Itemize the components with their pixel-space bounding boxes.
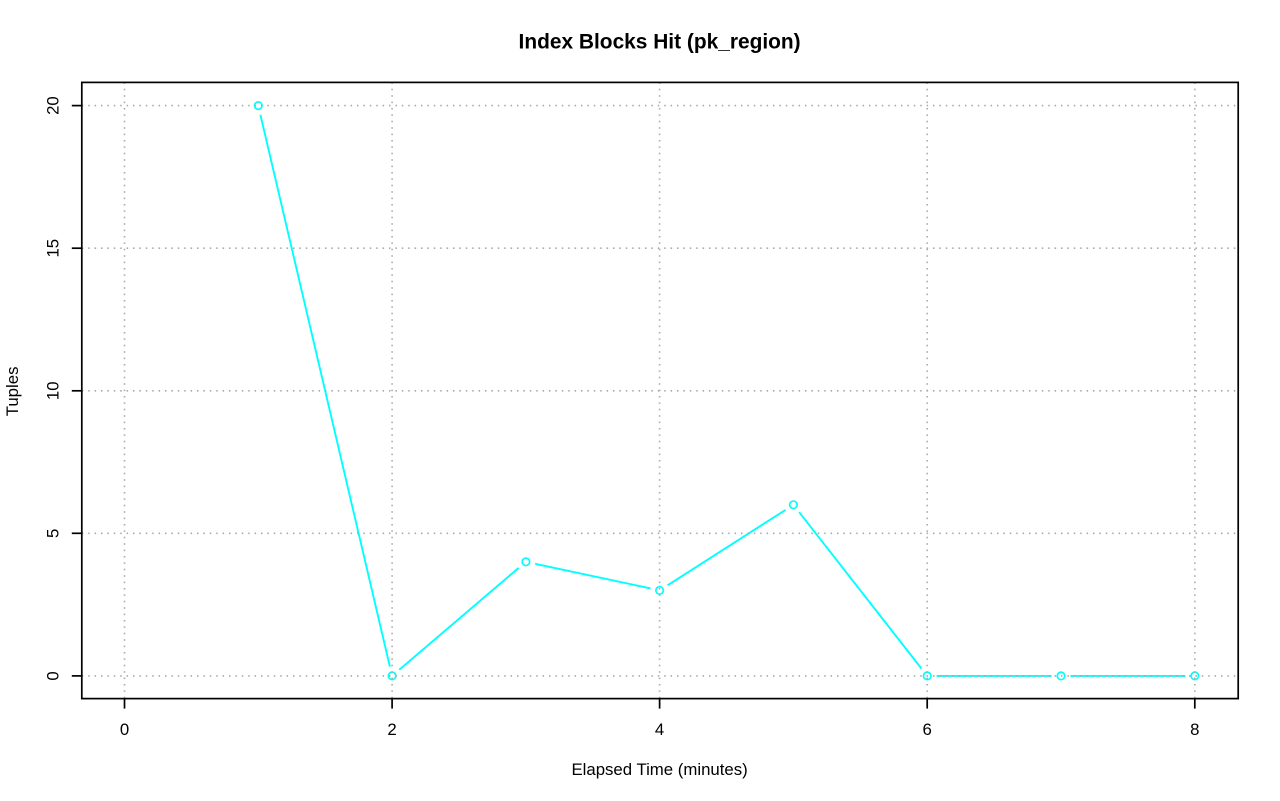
svg-text:Tuples: Tuples [3,367,22,417]
svg-text:2: 2 [387,720,396,739]
svg-text:6: 6 [923,720,932,739]
svg-text:0: 0 [43,671,62,680]
svg-text:5: 5 [43,529,62,538]
svg-text:8: 8 [1190,720,1199,739]
svg-text:20: 20 [43,96,62,115]
svg-text:15: 15 [43,239,62,258]
svg-text:Elapsed Time (minutes): Elapsed Time (minutes) [571,760,747,779]
svg-text:10: 10 [43,381,62,400]
svg-text:Index Blocks Hit (pk_region): Index Blocks Hit (pk_region) [519,31,801,54]
svg-text:0: 0 [120,720,129,739]
svg-text:4: 4 [655,720,664,739]
